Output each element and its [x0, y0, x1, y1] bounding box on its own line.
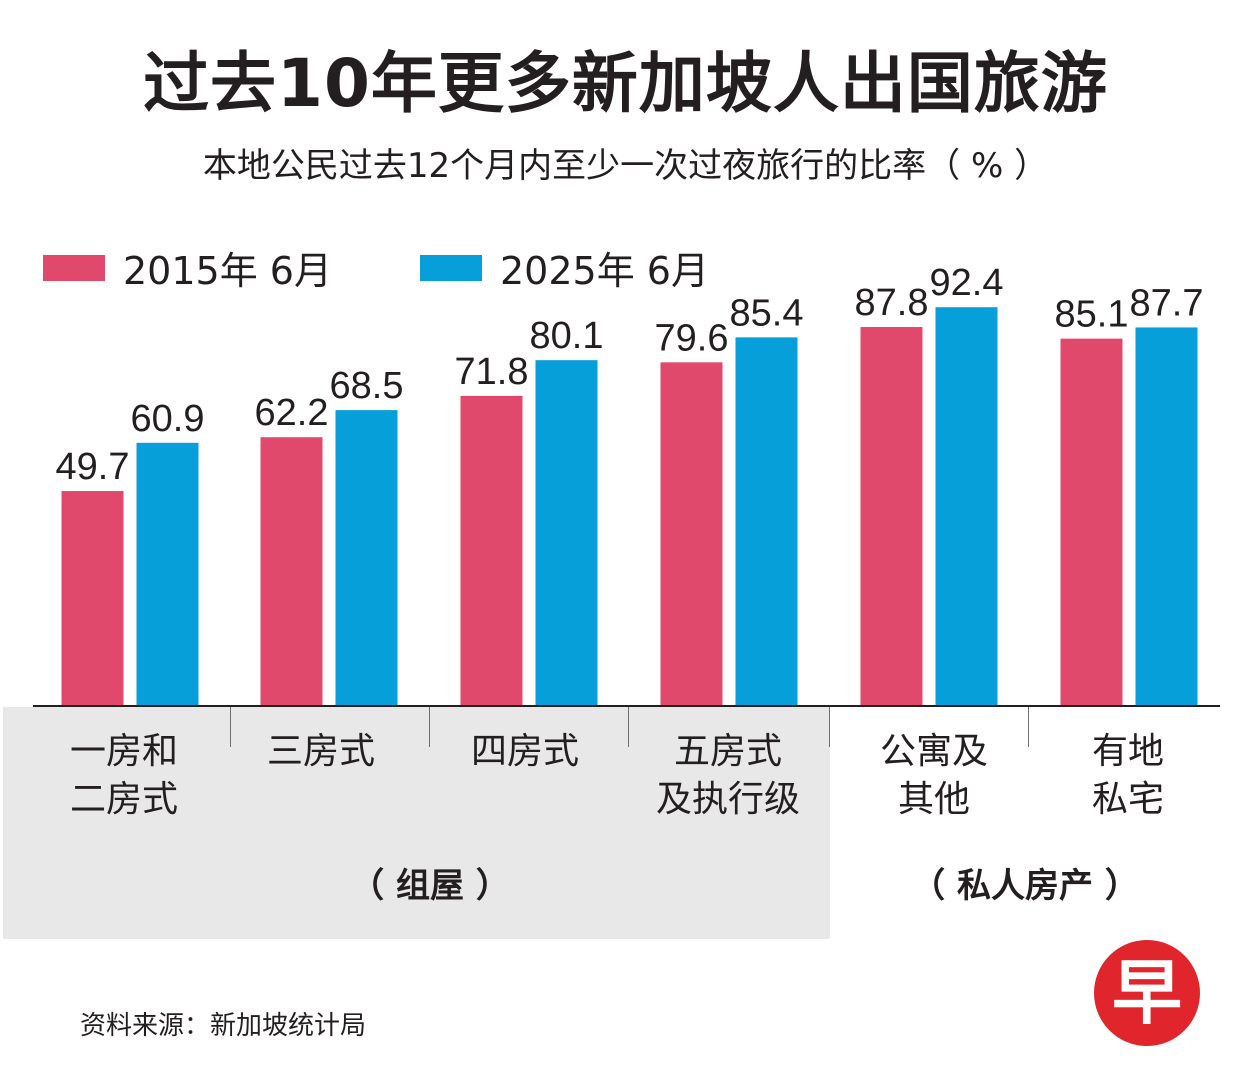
logo-text: 早	[1112, 952, 1182, 1034]
legend-label-2015: 2015年 6月	[123, 249, 332, 293]
hdb-panel	[3, 707, 830, 939]
category-label-line: 私宅	[1091, 779, 1164, 820]
data-label-2025-5: 92.4	[930, 262, 1004, 304]
category-label-line: 有地	[1091, 731, 1164, 772]
chart-title: 过去10年更多新加坡人出国旅游	[143, 45, 1108, 122]
category-label-5: 公寓及 其他	[834, 728, 1034, 824]
category-divider	[1028, 707, 1029, 747]
category-label-line: 公寓及	[879, 731, 988, 772]
bar-2025-3	[535, 360, 598, 705]
category-divider	[628, 707, 629, 747]
data-label-2025-6: 87.7	[1130, 282, 1204, 324]
category-divider	[230, 707, 231, 747]
data-label-2015-6: 85.1	[1055, 294, 1129, 336]
category-label-2: 三房式	[221, 728, 421, 776]
data-label-2015-1: 49.7	[56, 446, 130, 488]
data-label-2025-2: 68.5	[330, 365, 404, 407]
category-label-line: 其他	[897, 779, 970, 820]
category-divider	[829, 707, 830, 747]
bar-2015-4	[660, 362, 723, 705]
x-axis-baseline	[33, 705, 1220, 707]
legend-swatch-2015	[43, 254, 105, 281]
bar-2025-2	[335, 410, 398, 705]
legend-item-2025: 2025年 6月	[420, 240, 709, 295]
group-label-private: （ 私人房产 ）	[911, 866, 1139, 906]
data-label-2025-3: 80.1	[530, 315, 604, 357]
data-label-2025-1: 60.9	[131, 398, 205, 440]
chart-subtitle: 本地公民过去12个月内至少一次过夜旅行的比率（ % ）	[202, 146, 1049, 186]
zaobao-logo: 早	[1094, 940, 1200, 1046]
category-divider	[429, 707, 430, 747]
bar-2015-2	[260, 437, 323, 705]
category-label-line: 四房式	[470, 731, 579, 772]
category-label-line: 及执行级	[655, 779, 800, 820]
data-label-2015-4: 79.6	[655, 317, 729, 359]
bar-2015-5	[860, 327, 923, 705]
bar-2025-1	[136, 442, 199, 705]
data-label-2015-2: 62.2	[255, 392, 329, 434]
group-label-hdb: （ 组屋 ）	[350, 866, 510, 906]
bar-2015-6	[1060, 338, 1123, 705]
category-label-3: 四房式	[425, 728, 625, 776]
legend-label-2025: 2025年 6月	[500, 249, 709, 293]
category-label-line: 五房式	[673, 731, 782, 772]
legend-swatch-2025	[420, 254, 482, 281]
data-label-2025-4: 85.4	[730, 292, 804, 334]
bar-2025-4	[735, 337, 798, 705]
data-label-2015-3: 71.8	[455, 351, 529, 393]
bar-2015-1	[61, 491, 124, 705]
source-note: 资料来源：新加坡统计局	[80, 1011, 367, 1041]
data-label-2015-5: 87.8	[855, 282, 929, 324]
bar-2025-5	[935, 307, 998, 705]
category-label-4: 五房式 及执行级	[628, 728, 828, 824]
bar-2025-6	[1135, 327, 1198, 705]
legend-item-2015: 2015年 6月	[43, 240, 332, 295]
bar-2015-3	[460, 395, 523, 705]
category-label-1: 一房和 二房式	[24, 728, 224, 824]
category-label-line: 二房式	[69, 779, 178, 820]
category-label-line: 三房式	[266, 731, 375, 772]
category-label-6: 有地 私宅	[1028, 728, 1228, 824]
category-label-line: 一房和	[69, 731, 178, 772]
